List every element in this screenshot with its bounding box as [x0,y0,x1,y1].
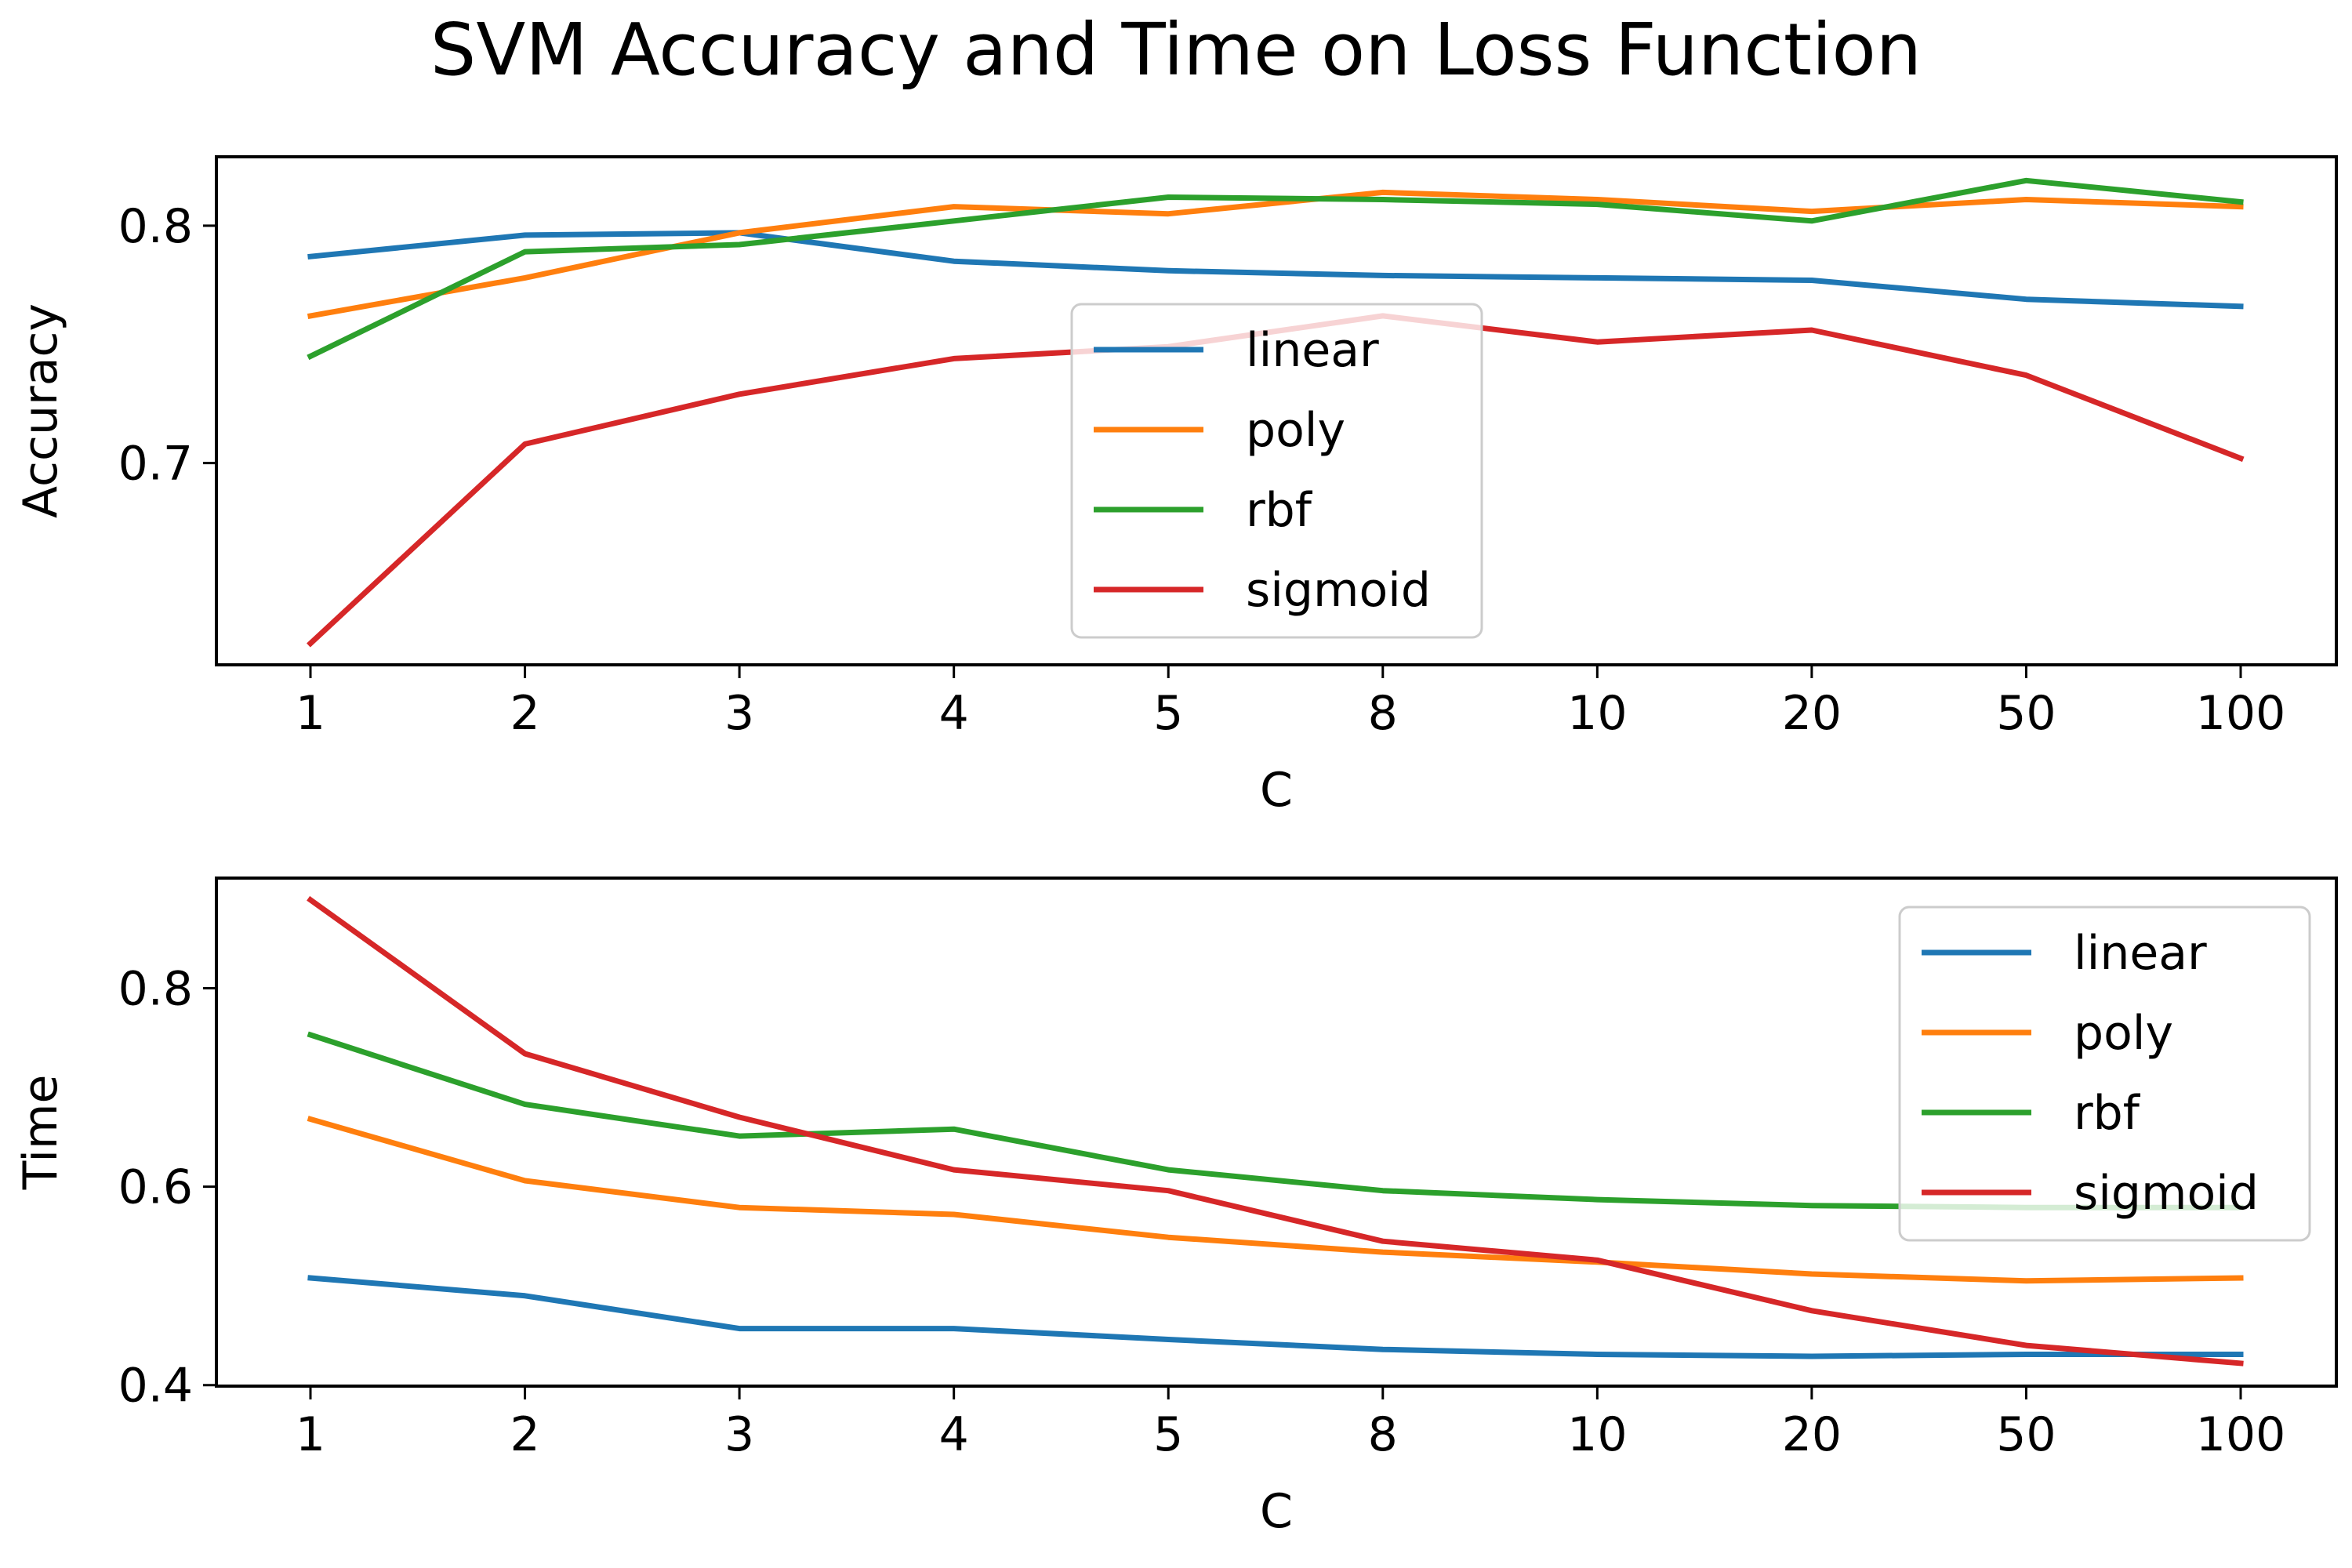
x-tick-label: 20 [1782,1407,1842,1462]
legend-label-linear: linear [1246,323,1379,378]
y-tick-label: 0.7 [118,437,193,492]
series-line-sigmoid [307,895,2244,1367]
chart-panel-2: 1 2 3 4 5 8 10 20 50 100 0.4 0.6 0.8 C Time linear poly r… [13,877,2338,1539]
legend-label-poly: poly [1246,403,1345,458]
series-line-linear [307,230,2244,310]
x-tick-label: 50 [1996,1407,2056,1462]
x-axis-label: C [1260,763,1293,818]
series-line-poly [307,1116,2244,1284]
figure-title: SVM Accuracy and Time on Loss Function [430,8,1922,92]
x-tick-label: 4 [939,1407,969,1462]
x-tick-label: 20 [1782,686,1842,741]
x-tick-label: 10 [1567,1407,1627,1462]
y-tick-label: 0.6 [118,1160,193,1215]
legend-label-sigmoid: sigmoid [2074,1166,2259,1221]
y-axis-label: Time [13,1075,68,1191]
legend-label-linear: linear [2074,926,2207,981]
x-tick-label: 5 [1153,1407,1183,1462]
y-axis-label: Accuracy [13,303,68,518]
legend-label-sigmoid: sigmoid [1246,563,1431,618]
x-tick-label: 3 [724,686,754,741]
series-line-linear [307,1275,2244,1359]
x-tick-label: 2 [510,686,539,741]
legend-box [1898,906,2311,1242]
x-tick-label: 4 [939,686,969,741]
y-tick-label: 0.4 [118,1359,193,1414]
x-tick-label: 2 [510,1407,539,1462]
chart-panel-1: 1 2 3 4 5 8 10 20 50 100 0.7 0.8 C Accuracy linear poly… [13,155,2338,818]
legend-label-rbf: rbf [2074,1086,2141,1141]
x-tick-label: 10 [1567,686,1627,741]
x-tick-label: 1 [296,686,325,741]
x-tick-label: 5 [1153,686,1183,741]
legend-box [1070,303,1483,639]
y-tick-label: 0.8 [118,961,193,1016]
x-tick-label: 100 [2196,686,2286,741]
legend: linear poly rbf sigmoid [1898,906,2311,1242]
x-tick-label: 100 [2196,1407,2286,1462]
x-tick-label: 3 [724,1407,754,1462]
x-tick-label: 8 [1368,686,1398,741]
axes-frame [215,877,2338,1388]
x-tick-label: 8 [1368,1407,1398,1462]
x-tick-label: 50 [1996,686,2056,741]
legend-label-rbf: rbf [1246,483,1313,538]
legend-label-poly: poly [2074,1006,2173,1061]
x-tick-label: 1 [296,1407,325,1462]
y-tick-label: 0.8 [118,199,193,254]
legend: linear poly rbf sigmoid [1070,303,1483,639]
series-line-rbf [307,177,2244,361]
x-axis-label: C [1260,1484,1293,1539]
series-line-poly [307,189,2244,319]
axes-frame [215,155,2338,666]
